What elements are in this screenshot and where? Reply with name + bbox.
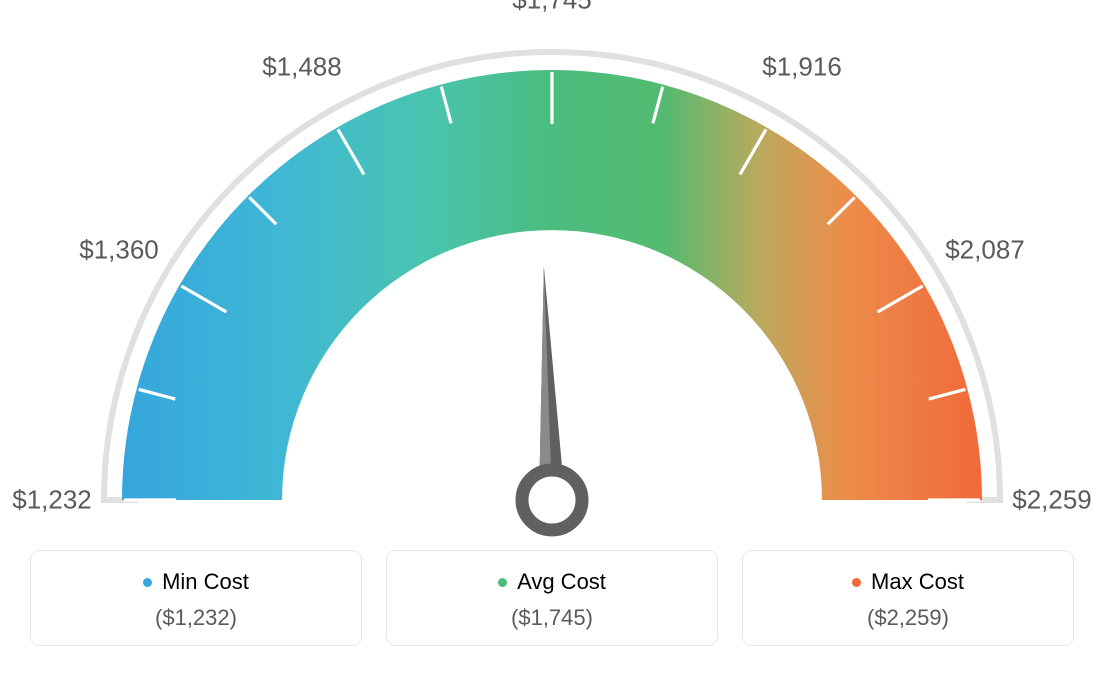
card-title-row: Max Cost [852, 569, 964, 595]
card-title-row: Avg Cost [498, 569, 606, 595]
gauge-tick-label: $1,488 [262, 52, 342, 83]
gauge-tick-label: $2,259 [1012, 485, 1092, 516]
card-value: ($1,745) [399, 605, 705, 631]
card-title-row: Min Cost [143, 569, 249, 595]
card-title: Max Cost [871, 569, 964, 595]
gauge-tick-label: $1,232 [12, 485, 92, 516]
dot-icon [498, 578, 507, 587]
summary-cards: Min Cost ($1,232) Avg Cost ($1,745) Max … [0, 550, 1104, 646]
dot-icon [852, 578, 861, 587]
gauge-area: $1,232 $1,360 $1,488 $1,745 $1,916 $2,087 $2,2… [0, 0, 1104, 560]
gauge-tick-label: $1,360 [79, 234, 159, 265]
gauge-tick-label: $1,916 [762, 52, 842, 83]
dot-icon [143, 578, 152, 587]
card-max-cost: Max Cost ($2,259) [742, 550, 1074, 646]
card-avg-cost: Avg Cost ($1,745) [386, 550, 718, 646]
card-title: Min Cost [162, 569, 249, 595]
gauge-svg [0, 0, 1104, 560]
card-value: ($2,259) [755, 605, 1061, 631]
gauge-tick-label: $2,087 [945, 234, 1025, 265]
card-min-cost: Min Cost ($1,232) [30, 550, 362, 646]
gauge-tick-label: $1,745 [512, 0, 592, 16]
card-title: Avg Cost [517, 569, 606, 595]
card-value: ($1,232) [43, 605, 349, 631]
chart-container: $1,232 $1,360 $1,488 $1,745 $1,916 $2,087 $2,2… [0, 0, 1104, 690]
